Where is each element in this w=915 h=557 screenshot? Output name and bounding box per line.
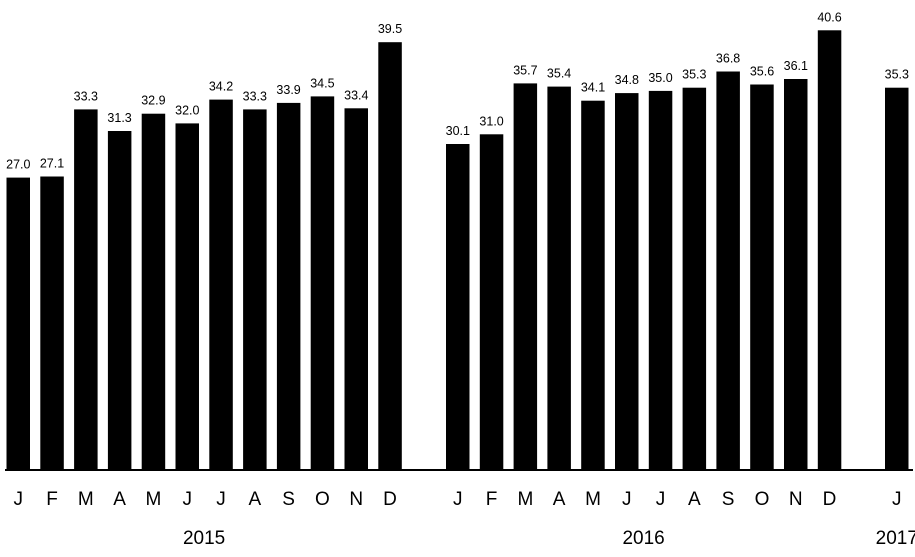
data-label-2016-10: 36.1 [784,59,808,73]
bar-2015-5 [175,123,199,471]
x-tick-label-2015-1: F [46,489,58,510]
bar-2015-6 [209,99,233,470]
bar-2016-8 [716,71,740,470]
data-label-2015-7: 33.3 [243,89,267,103]
x-tick-label-2015-10: N [349,489,363,510]
data-label-2016-11: 40.6 [817,10,841,24]
x-tick-label-2015-8: S [282,489,295,510]
x-tick-label-2016-9: O [755,489,770,510]
x-tick-label-2016-8: S [722,489,735,510]
year-label-2015: 2015 [183,528,225,549]
x-tick-label-2016-2: M [517,489,533,510]
data-label-2015-2: 33.3 [74,89,98,103]
x-tick-label-2015-5: J [183,489,193,510]
x-tick-label-2016-5: J [622,489,632,510]
value-labels-layer: 27.0 27.1 33.3 31.3 32.9 32.0 34.2 33.3 33.9 34.5… [6,10,909,171]
data-label-2015-3: 31.3 [107,111,131,125]
bar-2016-6 [648,90,673,471]
x-tick-label-2015-2: M [78,489,94,510]
bar-2015-9 [310,96,335,471]
data-label-2016-7: 35.3 [682,68,706,82]
x-tick-label-2016-0: J [453,489,463,510]
data-label-2015-5: 32.0 [175,103,199,117]
bar-2016-7 [682,87,707,470]
data-label-2016-2: 35.7 [513,63,537,77]
data-label-2015-11: 39.5 [378,22,402,36]
data-label-2016-9: 35.6 [750,65,774,79]
data-label-2017-0: 35.3 [885,68,909,82]
data-label-2016-1: 31.0 [479,114,503,128]
x-tick-label-2015-7: A [248,489,261,510]
x-tick-label-2016-10: N [789,489,803,510]
bar-2016-9 [750,84,774,470]
x-tick-label-2015-0: J [14,489,24,510]
bar-2016-3 [547,86,571,470]
x-tick-label-2017-0: J [892,489,902,510]
data-label-2016-8: 36.8 [716,52,740,66]
year-labels-layer: 2015 2016 2017 [183,528,915,549]
data-label-2015-8: 33.9 [276,83,300,97]
bar-2015-7 [243,109,267,471]
x-tick-label-2016-6: J [656,489,666,510]
data-label-2015-0: 27.0 [6,158,30,172]
bar-2015-11 [378,42,402,470]
x-tick-label-2015-3: A [113,489,126,510]
bar-2015-2 [74,109,98,471]
bar-2015-1 [40,176,64,470]
x-tick-label-2016-4: M [585,489,601,510]
year-label-2017: 2017 [876,528,915,549]
data-label-2015-6: 34.2 [209,80,233,94]
data-label-2016-3: 35.4 [547,67,571,81]
x-tick-label-2015-4: M [145,489,161,510]
data-label-2015-10: 33.4 [344,88,368,102]
bar-2015-4 [141,113,166,470]
bar-2016-2 [513,83,538,471]
x-tick-label-2015-6: J [216,489,226,510]
data-label-2016-0: 30.1 [446,124,470,138]
x-tick-label-2015-9: O [315,489,330,510]
data-label-2015-4: 32.9 [141,94,165,108]
data-label-2015-1: 27.1 [40,157,64,171]
x-tick-label-2016-3: A [553,489,566,510]
bar-2015-8 [276,102,301,471]
data-label-2015-9: 34.5 [310,76,334,90]
bar-2016-4 [581,100,605,470]
bar-2015-10 [344,108,368,471]
x-tick-label-2016-11: D [823,489,837,510]
year-label-2016: 2016 [622,528,664,549]
bar-2015-3 [107,131,132,470]
x-tick-label-2016-1: F [486,489,498,510]
bar-2016-11 [817,30,842,471]
data-label-2016-4: 34.1 [581,81,605,95]
bar-2016-5 [615,93,639,470]
bars-layer [6,30,909,471]
data-label-2016-6: 35.0 [648,71,672,85]
bar-2015-0 [6,177,30,470]
data-label-2016-5: 34.8 [615,73,639,87]
x-tick-label-2015-11: D [383,489,397,510]
bar-2016-10 [784,79,808,470]
bar-2016-1 [479,134,504,471]
bar-2016-0 [446,144,470,470]
x-tick-label-2016-7: A [688,489,701,510]
bar-2017-0 [885,87,909,470]
